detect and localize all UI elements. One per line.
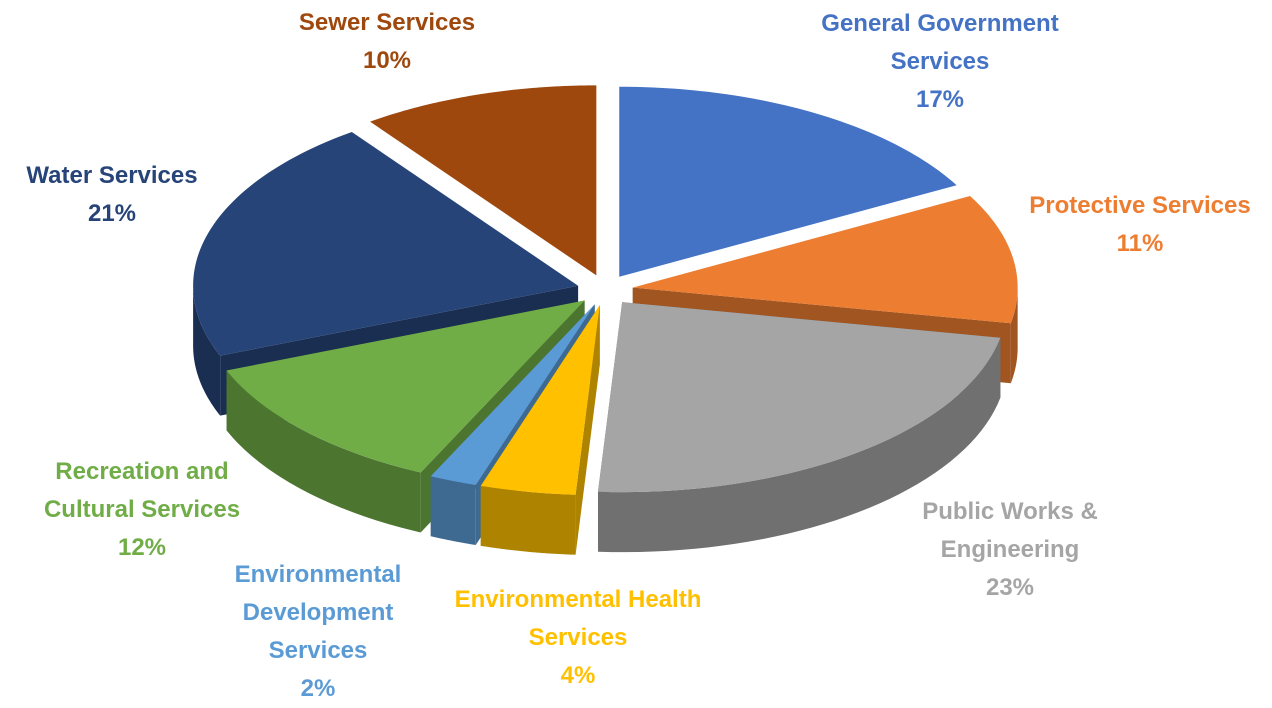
slice bbox=[370, 85, 597, 276]
value-label: 2% bbox=[300, 675, 336, 702]
slice-label: Public Works & Engineering 23% bbox=[905, 493, 1115, 607]
slice-label: Sewer Services 10% bbox=[267, 4, 507, 80]
slice bbox=[226, 300, 585, 473]
value-label: 17% bbox=[915, 86, 965, 113]
category-name: Public Works & Engineering bbox=[922, 498, 1098, 563]
value-label: 11% bbox=[1116, 230, 1164, 257]
slice-label: Environmental Health Services 4% bbox=[423, 581, 733, 695]
slice bbox=[480, 305, 600, 495]
slice-side bbox=[1010, 287, 1018, 384]
slice bbox=[632, 196, 1018, 324]
slice bbox=[597, 302, 1001, 493]
category-name: Environmental Health Services bbox=[454, 586, 702, 651]
slice-side bbox=[193, 285, 221, 416]
slice-label: General Government Services 17% bbox=[795, 5, 1085, 119]
slice bbox=[430, 304, 595, 486]
slice-label: Protective Services 11% bbox=[995, 187, 1272, 263]
slice-label: Environmental Development Services 2% bbox=[218, 556, 418, 708]
value-label: 23% bbox=[985, 574, 1035, 601]
slice-label: Water Services 21% bbox=[0, 157, 232, 233]
category-name: Protective Services bbox=[1029, 192, 1251, 219]
category-name: Sewer Services bbox=[298, 9, 476, 36]
category-name: Recreation and Cultural Services bbox=[43, 458, 241, 523]
value-label: 4% bbox=[560, 662, 596, 689]
slice-side bbox=[226, 370, 421, 533]
value-label: 12% bbox=[117, 534, 167, 561]
category-name: Environmental Development Services bbox=[234, 561, 402, 664]
slice-side bbox=[597, 337, 1001, 553]
slice-label: Recreation and Cultural Services 12% bbox=[22, 453, 262, 567]
value-label: 10% bbox=[362, 47, 412, 74]
slice bbox=[619, 86, 957, 277]
value-label: 21% bbox=[87, 200, 137, 227]
slice bbox=[193, 131, 579, 356]
category-name: Water Services bbox=[26, 162, 198, 189]
category-name: General Government Services bbox=[821, 10, 1059, 75]
